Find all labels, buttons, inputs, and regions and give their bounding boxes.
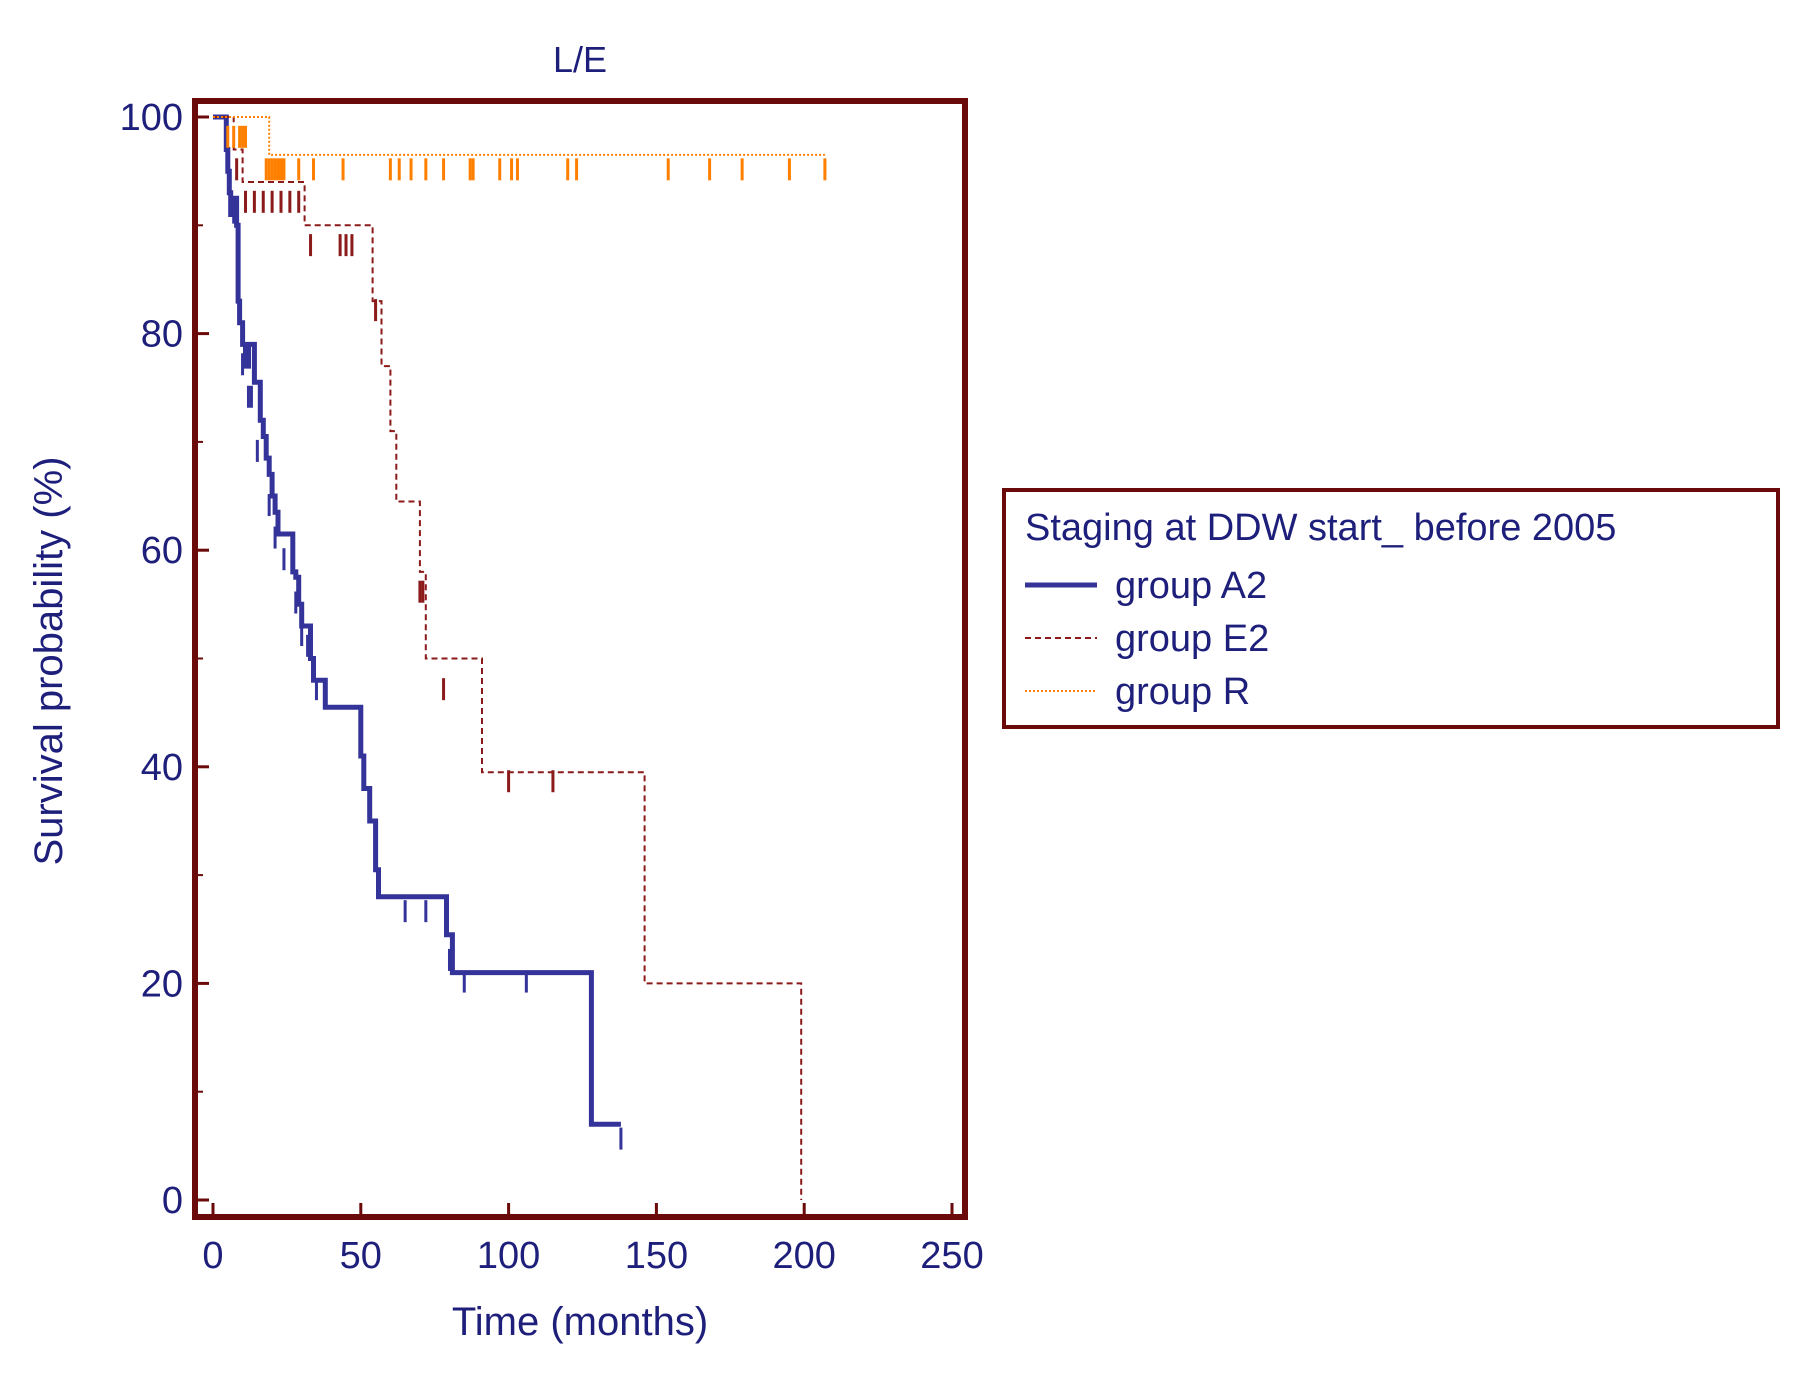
series-line-group-r bbox=[213, 116, 825, 156]
legend-label-group-r: group R bbox=[1115, 671, 1250, 713]
plot-series bbox=[213, 114, 827, 1200]
x-tick-label-50: 50 bbox=[340, 1235, 382, 1277]
series-line-group-a2 bbox=[213, 114, 621, 1127]
legend-label-group-e2: group E2 bbox=[1115, 618, 1269, 660]
legend-items: group A2 group E2 group R bbox=[1025, 565, 1269, 713]
legend: Staging at DDW start_ before 2005 group … bbox=[1002, 488, 1780, 729]
legend-box bbox=[1002, 488, 1780, 729]
x-axis-ticks: 0 50 100 150 200 250 bbox=[202, 1203, 984, 1277]
y-tick-label-80: 80 bbox=[141, 314, 183, 356]
x-tick-label-100: 100 bbox=[477, 1235, 540, 1277]
y-tick-label-0: 0 bbox=[162, 1180, 183, 1222]
y-tick-label-40: 40 bbox=[141, 747, 183, 789]
y-axis-ticks: 0 20 40 60 80 100 bbox=[120, 97, 209, 1222]
x-tick-label-200: 200 bbox=[772, 1235, 835, 1277]
series-line-group-e2 bbox=[213, 116, 803, 1200]
x-tick-label-250: 250 bbox=[920, 1235, 983, 1277]
y-tick-label-100: 100 bbox=[120, 97, 183, 139]
legend-title: Staging at DDW start_ before 2005 bbox=[1025, 507, 1616, 549]
y-axis-label: Survival probability (%) bbox=[27, 456, 71, 865]
chart-title: L/E bbox=[553, 39, 607, 80]
y-tick-label-60: 60 bbox=[141, 530, 183, 572]
x-tick-label-0: 0 bbox=[202, 1235, 223, 1277]
y-tick-label-20: 20 bbox=[141, 963, 183, 1005]
legend-label-group-a2: group A2 bbox=[1115, 565, 1267, 607]
x-tick-label-150: 150 bbox=[625, 1235, 688, 1277]
x-axis-label: Time (months) bbox=[452, 1300, 708, 1344]
